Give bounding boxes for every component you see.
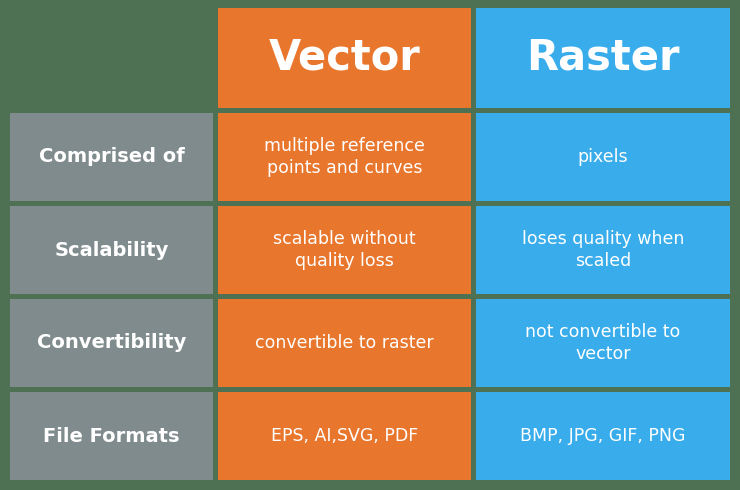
Text: Convertibility: Convertibility [37,334,186,352]
Text: multiple reference
points and curves: multiple reference points and curves [264,137,425,177]
Bar [10,113,213,201]
Bar [218,392,471,480]
Bar [476,8,730,108]
Bar [476,206,730,294]
Text: convertible to raster: convertible to raster [255,334,434,352]
Text: Comprised of: Comprised of [38,147,184,167]
Bar [476,392,730,480]
Bar [218,206,471,294]
Text: loses quality when
scaled: loses quality when scaled [522,229,684,270]
Text: pixels: pixels [578,148,628,166]
Bar [10,299,213,387]
Bar [476,299,730,387]
Text: Scalability: Scalability [54,241,169,260]
Text: Vector: Vector [269,37,420,79]
Bar [218,8,471,108]
Bar [476,113,730,201]
Text: EPS, AI,SVG, PDF: EPS, AI,SVG, PDF [271,427,418,445]
Bar [10,206,213,294]
Text: not convertible to
vector: not convertible to vector [525,322,681,364]
Text: BMP, JPG, GIF, PNG: BMP, JPG, GIF, PNG [520,427,686,445]
Text: Raster: Raster [526,37,680,79]
Bar [10,8,213,108]
Bar [218,113,471,201]
Text: scalable without
quality loss: scalable without quality loss [273,229,416,270]
Bar [218,299,471,387]
Text: File Formats: File Formats [43,426,180,445]
Bar [10,392,213,480]
